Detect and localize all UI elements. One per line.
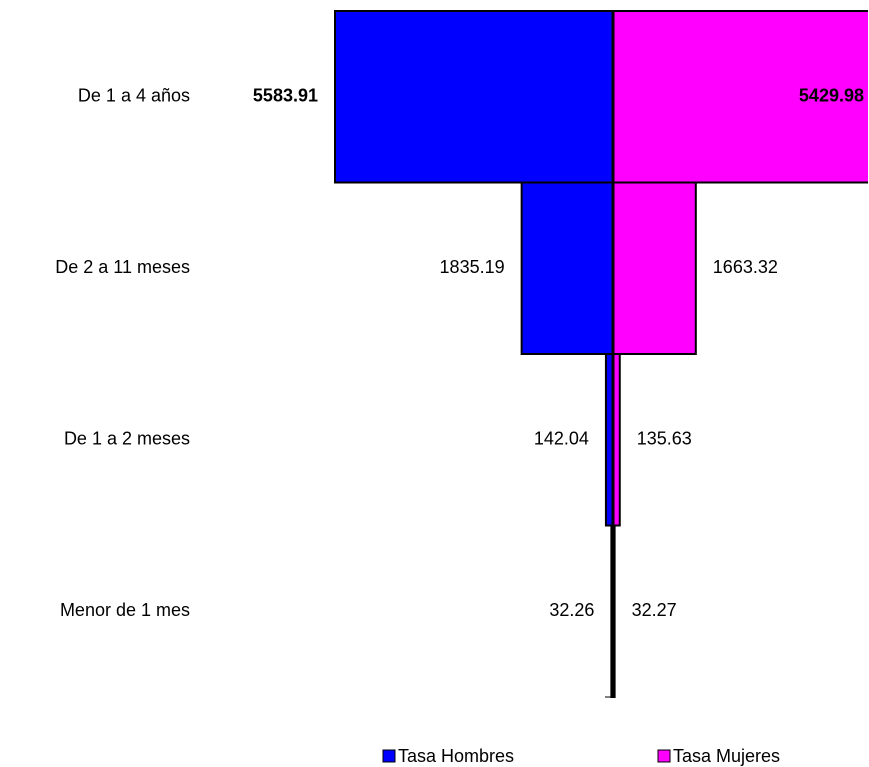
- bar: [520, 181, 615, 355]
- legend-swatch: [657, 749, 671, 763]
- value-label: 142.04: [534, 429, 589, 449]
- bar: [612, 181, 697, 355]
- plot-area: [334, 10, 868, 698]
- value-label: 32.27: [632, 600, 677, 620]
- value-label: 5583.91: [253, 86, 318, 106]
- category-label: Menor de 1 mes: [60, 600, 190, 620]
- bar: [612, 10, 868, 184]
- value-label: 135.63: [637, 429, 692, 449]
- bar: [334, 10, 614, 184]
- legend-label: Tasa Mujeres: [673, 746, 780, 766]
- value-label: 1663.32: [713, 257, 778, 277]
- legend-label: Tasa Hombres: [398, 746, 514, 766]
- value-label: 1835.19: [440, 257, 505, 277]
- category-label: De 2 a 11 meses: [55, 257, 190, 277]
- value-label: 5429.98: [799, 86, 864, 106]
- category-label: De 1 a 2 meses: [64, 429, 190, 449]
- value-label: 32.26: [549, 600, 594, 620]
- legend-swatch: [382, 749, 396, 763]
- category-label: De 1 a 4 años: [78, 86, 190, 106]
